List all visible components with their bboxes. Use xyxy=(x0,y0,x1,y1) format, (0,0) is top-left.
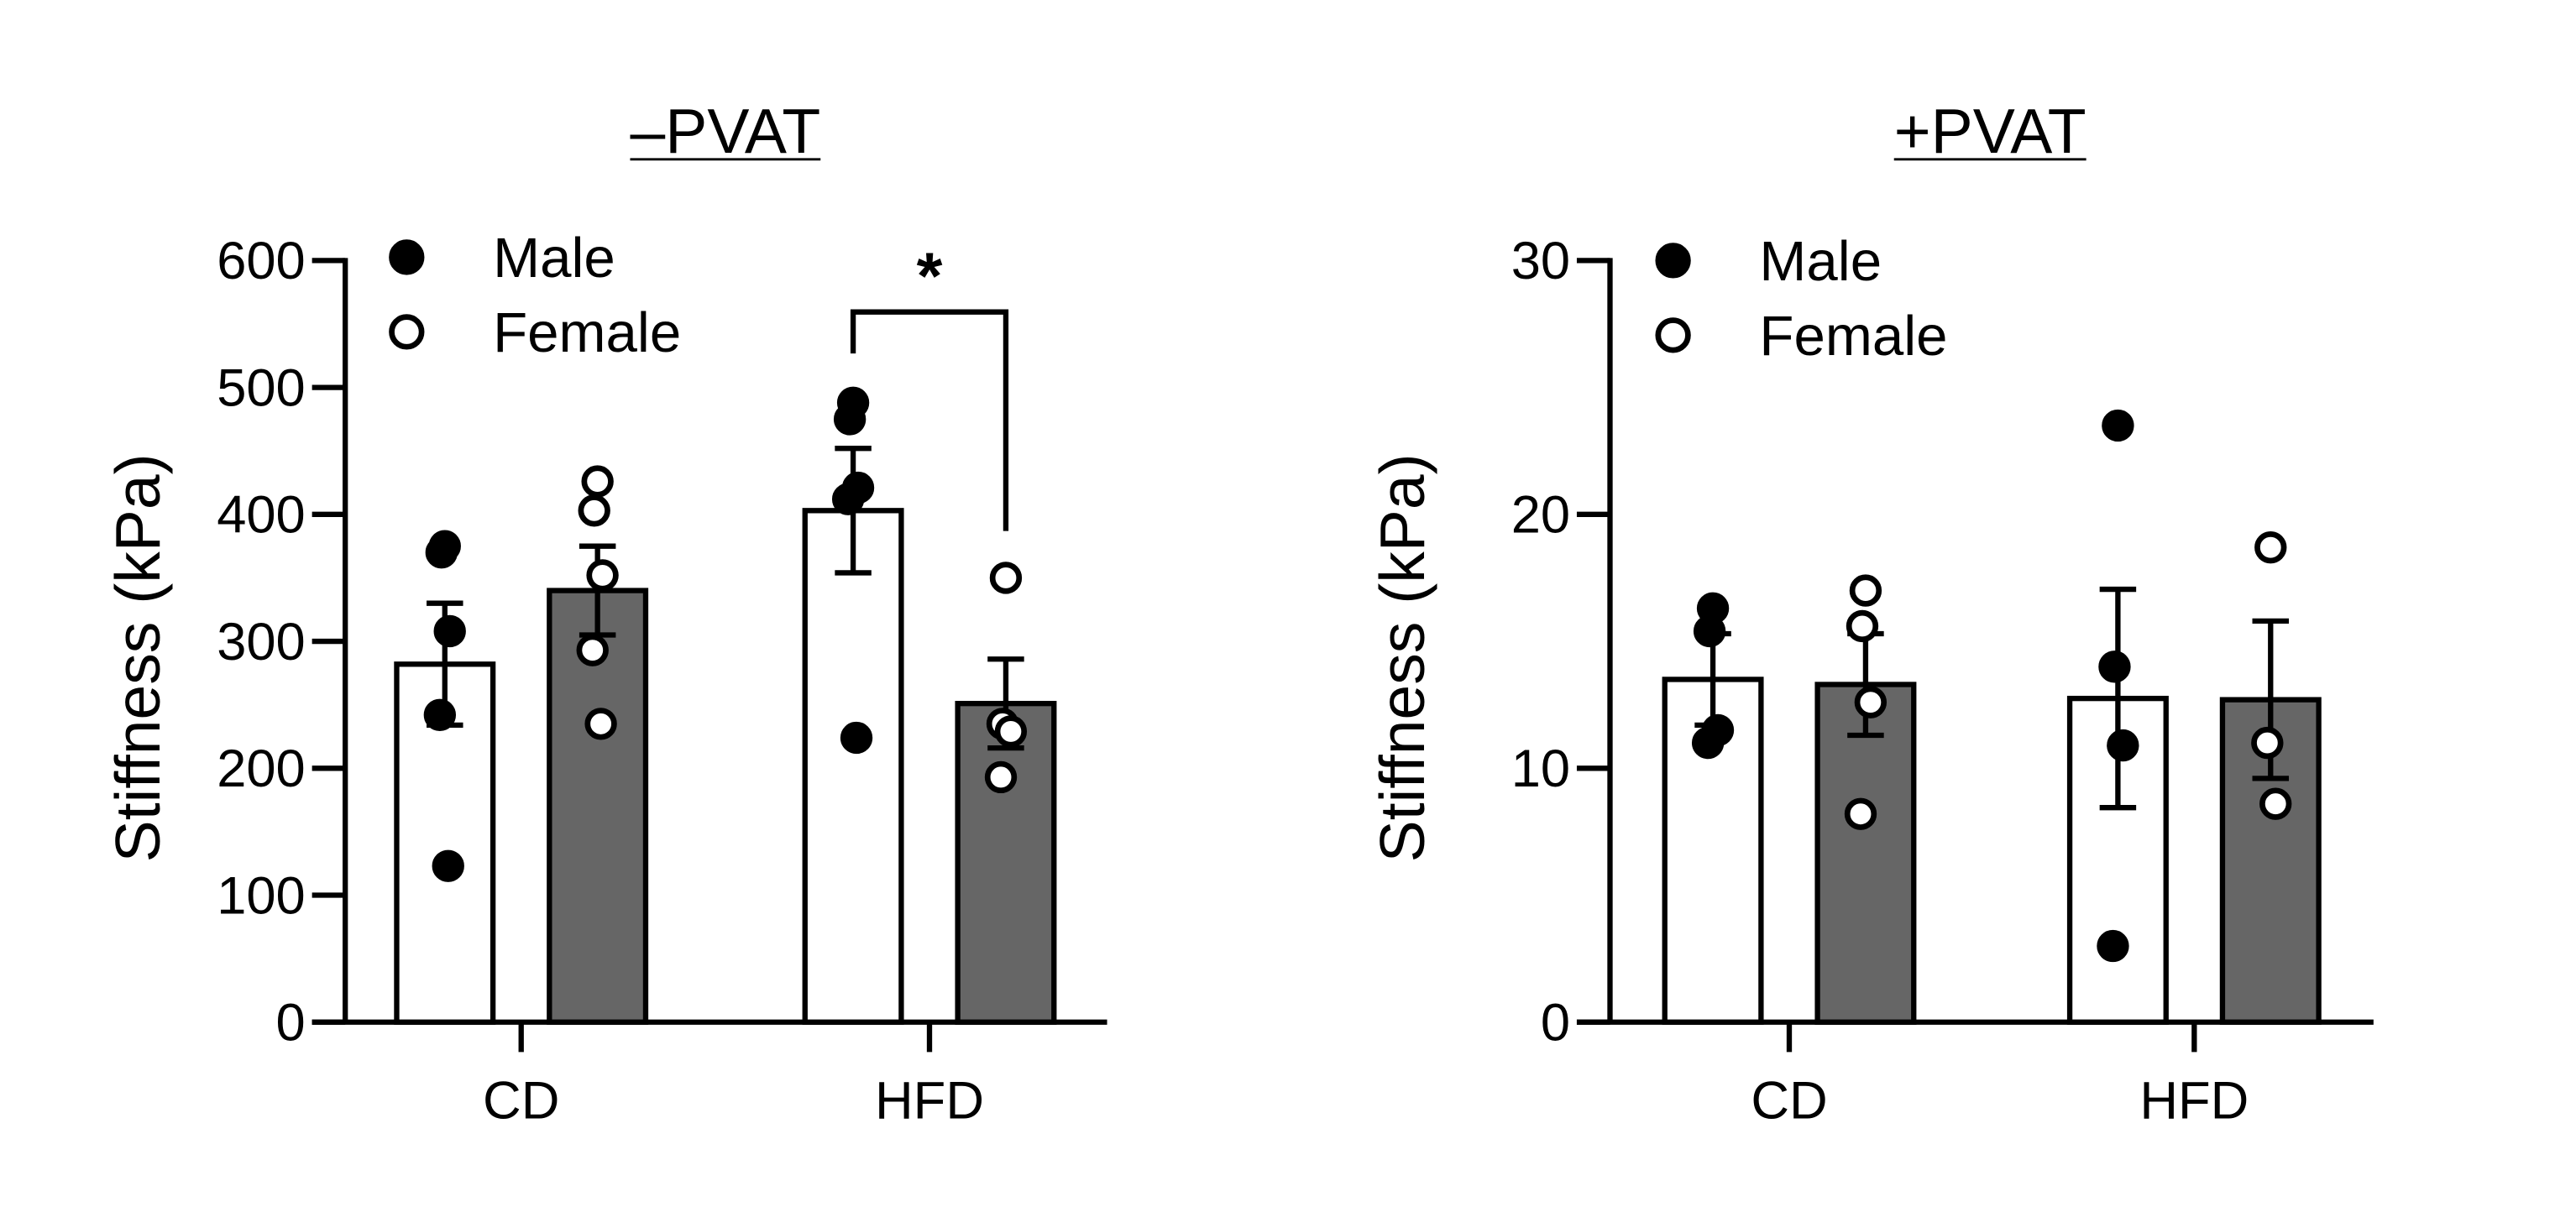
significance-bracket xyxy=(850,309,1009,531)
y-tick-label: 200 xyxy=(217,739,306,798)
data-point xyxy=(2107,729,2139,762)
legend-label: Male xyxy=(1759,230,1882,293)
y-tick-label: 20 xyxy=(1511,486,1570,545)
data-point xyxy=(2254,530,2287,564)
y-axis-label: Stiffness (kPa) xyxy=(102,453,173,862)
data-point xyxy=(1849,574,1882,607)
data-point xyxy=(984,760,1018,794)
data-point xyxy=(2098,651,2131,683)
data-point xyxy=(1854,686,1887,718)
x-tick-label: HFD xyxy=(875,1071,984,1130)
error-bar xyxy=(2099,586,2137,811)
significance-label: * xyxy=(917,238,943,313)
y-tick-label: 0 xyxy=(1541,993,1570,1052)
data-point xyxy=(423,698,457,731)
data-point xyxy=(989,562,1023,594)
y-tick-label: 30 xyxy=(1511,232,1570,290)
data-point xyxy=(586,559,619,592)
legend-marker xyxy=(1655,317,1691,353)
legend-label: Female xyxy=(493,301,681,364)
data-point xyxy=(2097,929,2129,963)
data-point xyxy=(581,465,614,498)
legend-marker xyxy=(389,239,425,275)
data-point xyxy=(584,708,617,740)
legend-marker xyxy=(389,314,425,350)
legend-label: Female xyxy=(1759,305,1947,368)
x-tick-label: HFD xyxy=(2139,1071,2249,1130)
x-tick-label: CD xyxy=(1751,1071,1827,1130)
y-tick-label: 10 xyxy=(1511,739,1570,798)
chart-title: –PVAT xyxy=(630,96,820,166)
data-point xyxy=(2251,726,2284,760)
data-point xyxy=(432,849,464,882)
y-tick-label: 600 xyxy=(217,232,306,290)
y-tick-label: 400 xyxy=(217,486,306,545)
y-tick-label: 500 xyxy=(217,358,306,417)
data-point xyxy=(425,536,458,569)
y-tick-label: 100 xyxy=(217,866,306,925)
data-point xyxy=(994,715,1028,748)
data-point xyxy=(2102,409,2134,442)
legend-marker xyxy=(1655,243,1691,279)
y-tick-label: 300 xyxy=(217,613,306,671)
data-point xyxy=(833,403,867,436)
y-axis-label: Stiffness (kPa) xyxy=(1367,453,1437,862)
data-point xyxy=(1693,614,1726,648)
data-point xyxy=(2259,787,2292,820)
data-point xyxy=(840,721,873,755)
data-point xyxy=(831,483,865,515)
bar xyxy=(1814,682,1917,1025)
chart-title: +PVAT xyxy=(1894,96,2086,166)
bar xyxy=(802,508,904,1025)
x-tick-label: CD xyxy=(483,1071,559,1130)
y-tick-label: 0 xyxy=(276,993,306,1052)
data-point xyxy=(433,614,466,648)
data-point xyxy=(1846,609,1879,643)
data-point xyxy=(578,494,610,527)
data-point xyxy=(1691,726,1725,760)
legend-label: Male xyxy=(493,227,615,290)
bar xyxy=(955,701,1057,1025)
data-point xyxy=(1844,797,1877,830)
data-point xyxy=(576,634,609,666)
